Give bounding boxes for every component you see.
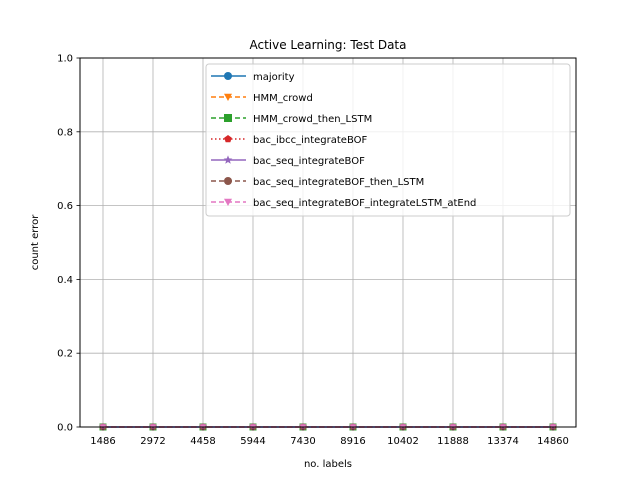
x-tick-label: 11888 (437, 436, 469, 447)
legend-label: bac_seq_integrateBOF_integrateLSTM_atEnd (253, 198, 476, 209)
y-tick-label: 0.0 (57, 423, 73, 434)
x-axis-label: no. labels (304, 459, 352, 470)
legend-box (205, 63, 571, 217)
legend-label: HMM_crowd (253, 93, 313, 104)
legend-marker (224, 177, 232, 185)
x-tick-label: 7430 (290, 436, 315, 447)
legend-marker (224, 198, 232, 206)
x-tick-label: 2972 (140, 436, 165, 447)
x-tick-label: 13374 (487, 436, 519, 447)
y-tick-label: 0.2 (57, 349, 73, 360)
y-tick-label: 1.0 (57, 54, 73, 65)
legend-label: bac_seq_integrateBOF (253, 156, 365, 167)
x-tick-label: 1486 (90, 436, 115, 447)
legend-marker (224, 93, 232, 101)
legend-marker (224, 114, 232, 122)
plot-frame (79, 57, 577, 428)
x-tick-label: 10402 (387, 436, 419, 447)
y-axis-label: count error (30, 214, 41, 270)
legend-marker (223, 155, 233, 164)
legend-label: HMM_crowd_then_LSTM (253, 114, 372, 125)
legend-marker (224, 135, 232, 143)
y-tick-label: 0.8 (57, 127, 73, 138)
legend: majority HMM_crowd HMM_crowd_then_LSTM bac_… (205, 63, 571, 217)
legend-label: majority (253, 72, 295, 83)
legend-marker (224, 72, 232, 80)
chart-title: Active Learning: Test Data (250, 38, 407, 52)
axes: 1486 2972 4458 5944 7430 8916 10402 11888 13374 1… (57, 54, 569, 448)
y-tick-label: 0.6 (57, 201, 73, 212)
x-tick-label: 8916 (340, 436, 365, 447)
x-tick-label: 5944 (240, 436, 265, 447)
x-tick-label: 4458 (190, 436, 215, 447)
legend-label: bac_ibcc_integrateBOF (253, 135, 368, 146)
x-tick-label: 14860 (537, 436, 569, 447)
y-tick-label: 0.4 (57, 275, 73, 286)
legend-label: bac_seq_integrateBOF_then_LSTM (253, 177, 424, 188)
